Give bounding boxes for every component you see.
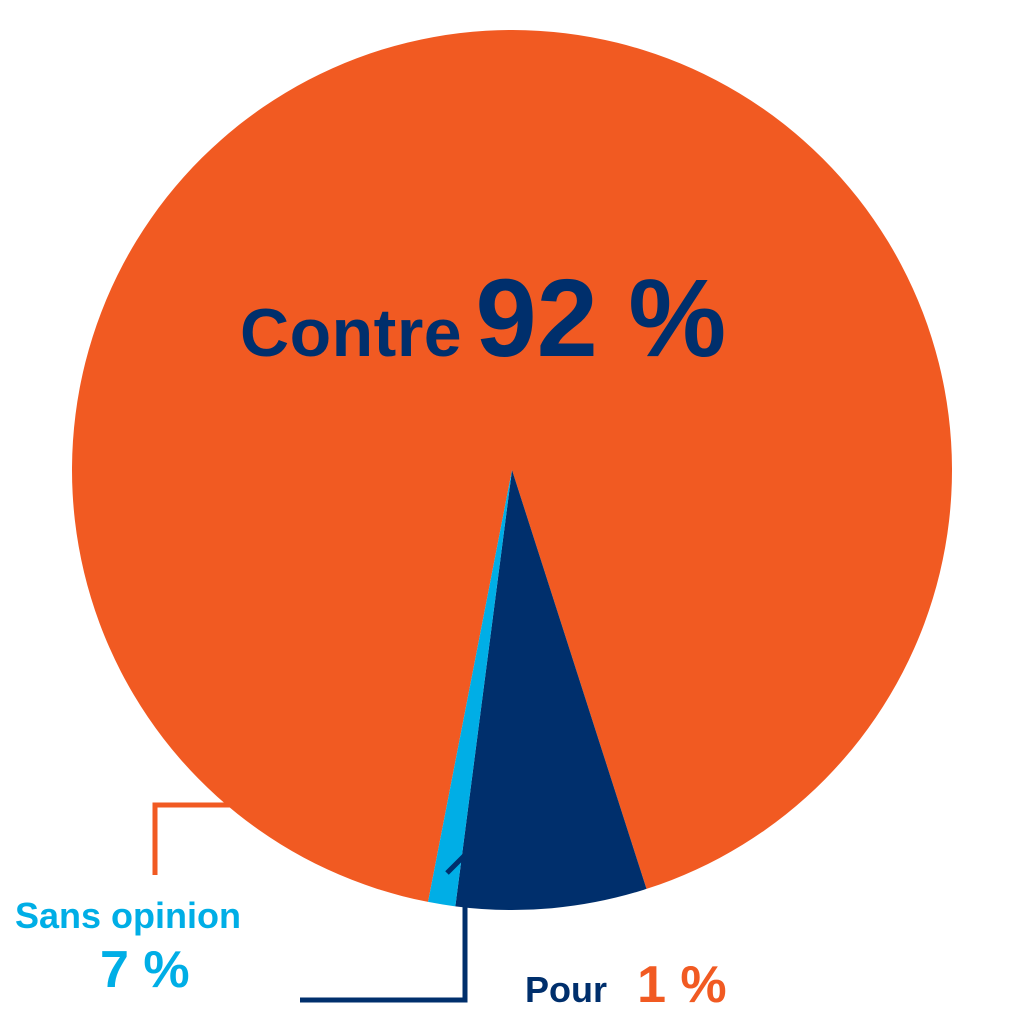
slice-label-pour-word: Pour (525, 969, 607, 1010)
slice-label-contre: Contre 92 % (240, 255, 726, 382)
pie-chart (0, 0, 1024, 1024)
chart-stage: Contre 92 % Sans opinion 7 % Pour 1 % (0, 0, 1024, 1024)
slice-label-sans-opinion-value: 7 % (100, 940, 190, 1000)
slice-label-contre-value: 92 % (475, 257, 726, 380)
slice-label-sans-opinion-word: Sans opinion (15, 895, 241, 937)
slice-label-pour: Pour 1 % (525, 955, 727, 1015)
slice-label-contre-word: Contre (240, 295, 462, 371)
slice-label-pour-value: 1 % (637, 956, 727, 1014)
